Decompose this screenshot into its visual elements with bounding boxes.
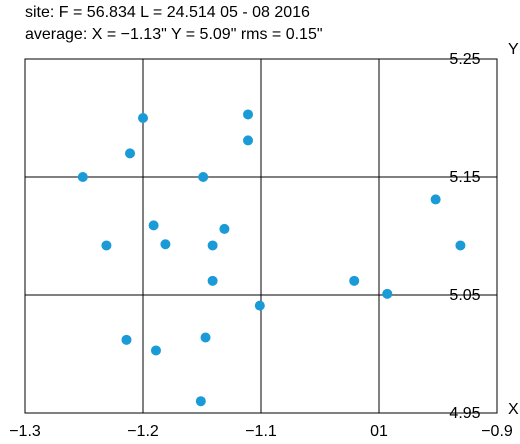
point	[349, 275, 360, 286]
point	[121, 334, 132, 345]
point	[195, 396, 206, 407]
point	[160, 239, 171, 250]
x-tick-label: 01	[370, 423, 388, 440]
point	[150, 345, 161, 356]
y-tick-label: 5.25	[449, 51, 480, 68]
point	[148, 220, 159, 231]
point	[138, 113, 148, 123]
y-tick-label: 5.15	[449, 169, 480, 186]
chart-title: site: F = 56.834 L = 24.514 05 - 08 2016	[25, 4, 310, 21]
point	[455, 240, 466, 251]
x-tick-label: −1.1	[245, 423, 277, 440]
y-tick-label: 5.05	[449, 287, 480, 304]
point	[77, 172, 88, 182]
x-tick-label: −1.2	[127, 423, 159, 440]
y-tick-label: 4.95	[449, 405, 480, 422]
x-tick-label: −1.3	[9, 423, 41, 440]
y-axis-label: Y	[508, 41, 519, 58]
point	[219, 223, 230, 234]
point	[198, 172, 209, 182]
point	[430, 194, 441, 205]
point	[382, 288, 393, 299]
point	[207, 275, 218, 286]
point	[101, 240, 112, 251]
point	[125, 148, 136, 159]
x-axis-label: X	[508, 401, 519, 418]
point	[243, 109, 254, 120]
point	[207, 240, 218, 251]
point	[200, 332, 211, 343]
point	[243, 135, 254, 146]
x-tick-label: −0.9	[481, 423, 513, 440]
chart-subtitle: average: X = −1.13" Y = 5.09" rms = 0.15…	[25, 26, 323, 43]
point	[254, 300, 265, 311]
